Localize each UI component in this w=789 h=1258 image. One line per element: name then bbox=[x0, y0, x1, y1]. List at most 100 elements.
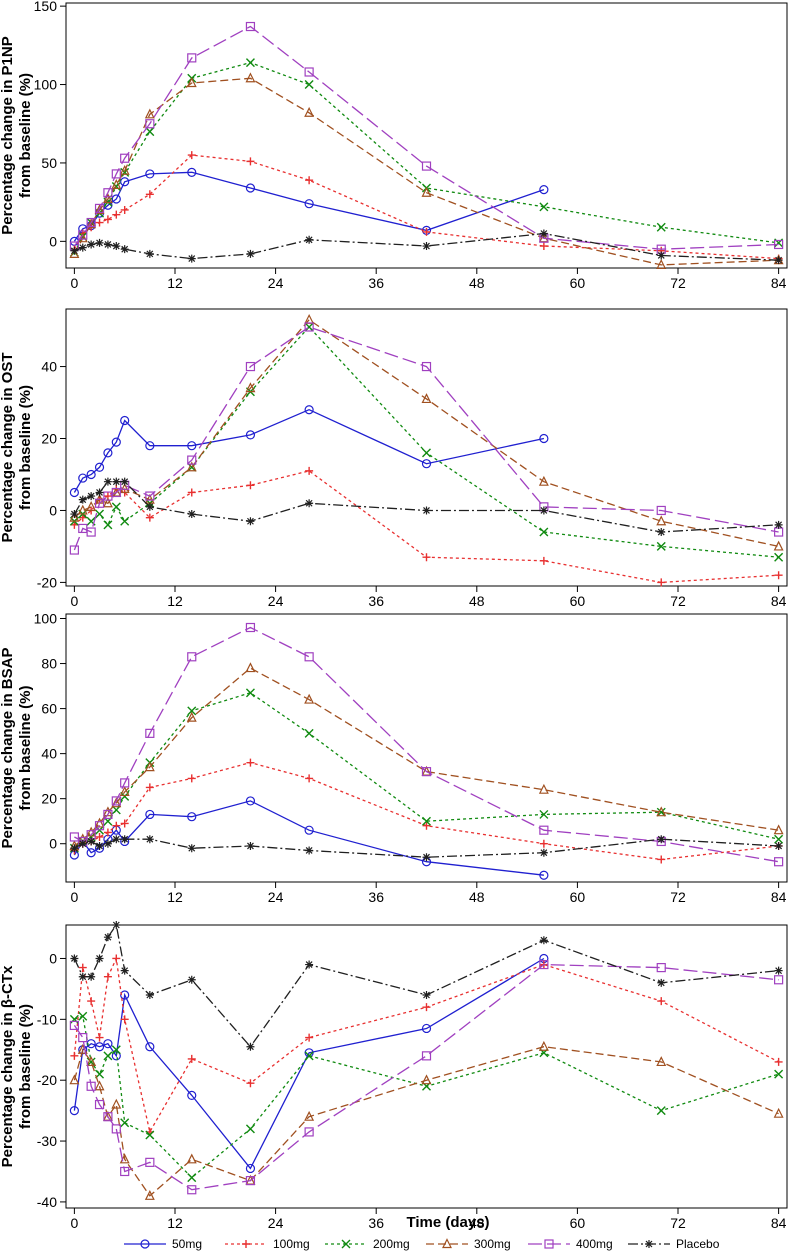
data-point bbox=[103, 240, 112, 249]
data-point bbox=[245, 796, 256, 806]
data-point bbox=[120, 477, 129, 486]
data-point bbox=[774, 520, 783, 529]
data-point bbox=[145, 513, 154, 522]
x-tick-label: 12 bbox=[167, 275, 183, 291]
data-point bbox=[245, 183, 256, 193]
data-point bbox=[656, 515, 667, 526]
data-point bbox=[94, 821, 105, 831]
data-point bbox=[304, 405, 314, 415]
data-point bbox=[246, 157, 255, 166]
data-point bbox=[421, 1051, 432, 1061]
data-point bbox=[112, 821, 121, 830]
data-point bbox=[422, 853, 431, 862]
panel-ost: -20 0 20 40 0 12 24 36 48 60 72 84 Percentage change… bbox=[0, 308, 788, 609]
y-tick-label: 150 bbox=[34, 0, 58, 14]
data-point bbox=[86, 501, 97, 511]
x-tick-label: 0 bbox=[70, 889, 78, 905]
legend-label: 300mg bbox=[474, 1237, 511, 1251]
x-tick-label: 84 bbox=[771, 1215, 787, 1231]
data-point bbox=[187, 1173, 197, 1183]
data-point bbox=[305, 774, 314, 783]
data-point bbox=[422, 448, 431, 458]
y-tick-label: -10 bbox=[37, 1011, 57, 1027]
data-point bbox=[187, 975, 196, 984]
plot-frame bbox=[65, 2, 788, 269]
data-point bbox=[78, 230, 88, 240]
data-point bbox=[120, 153, 130, 163]
x-tick-label: 60 bbox=[570, 1215, 586, 1231]
data-point bbox=[78, 972, 87, 981]
x-tick-label: 12 bbox=[167, 889, 183, 905]
data-point bbox=[305, 499, 314, 508]
y-axis-title: Percentage change in β-CTxfrom baseline … bbox=[0, 965, 34, 1167]
x-tick-label: 60 bbox=[570, 889, 586, 905]
x-tick-label: 48 bbox=[469, 275, 485, 291]
data-point bbox=[103, 1039, 113, 1049]
data-point bbox=[187, 706, 197, 716]
data-point bbox=[421, 767, 432, 777]
data-point bbox=[95, 1033, 104, 1042]
data-point bbox=[304, 728, 314, 738]
data-point bbox=[86, 217, 96, 228]
data-point bbox=[94, 203, 105, 214]
data-point bbox=[94, 204, 105, 215]
data-point bbox=[305, 1033, 314, 1042]
data-point bbox=[94, 817, 105, 828]
series-line bbox=[73, 1046, 779, 1197]
series-placebo bbox=[70, 229, 783, 265]
data-point bbox=[120, 1118, 130, 1128]
data-point bbox=[87, 492, 96, 501]
data-point bbox=[78, 495, 87, 504]
data-point bbox=[69, 511, 80, 522]
data-point bbox=[774, 975, 784, 985]
data-point bbox=[187, 455, 197, 465]
data-point bbox=[95, 841, 104, 850]
data-point bbox=[305, 176, 314, 185]
data-point bbox=[187, 1054, 196, 1063]
series-placebo bbox=[70, 921, 783, 1051]
data-point bbox=[422, 821, 431, 830]
data-point bbox=[111, 437, 121, 447]
y-tick-label: -30 bbox=[37, 1133, 57, 1149]
data-point bbox=[112, 835, 121, 844]
x-tick-label: 36 bbox=[368, 1215, 384, 1231]
y-tick-label: 60 bbox=[41, 701, 57, 717]
data-point bbox=[245, 361, 256, 372]
data-point bbox=[656, 222, 666, 232]
legend-marker bbox=[341, 1239, 351, 1249]
data-point bbox=[656, 259, 667, 269]
x-tick-label: 0 bbox=[70, 1215, 78, 1231]
data-point bbox=[78, 1011, 88, 1021]
data-point bbox=[94, 1080, 105, 1091]
data-point bbox=[539, 527, 549, 537]
data-point bbox=[539, 870, 549, 880]
data-point bbox=[69, 545, 79, 555]
x-tick-label: 84 bbox=[771, 889, 787, 905]
data-point bbox=[103, 520, 113, 530]
data-point bbox=[87, 972, 96, 981]
y-axis-title-line2: from baseline (%) bbox=[17, 385, 34, 510]
data-point bbox=[187, 151, 196, 160]
data-point bbox=[86, 1056, 97, 1067]
y-axis-title-line2: from baseline (%) bbox=[17, 73, 34, 198]
data-point bbox=[70, 1051, 79, 1060]
x-tick-label: 24 bbox=[268, 1215, 284, 1231]
data-point bbox=[421, 459, 432, 469]
series-50mg bbox=[69, 405, 549, 498]
series-placebo bbox=[70, 477, 783, 537]
x-tick-label: 36 bbox=[368, 275, 384, 291]
series-line bbox=[73, 481, 779, 533]
data-point bbox=[246, 481, 255, 490]
x-tick-label: 36 bbox=[368, 889, 384, 905]
data-point bbox=[245, 382, 256, 393]
series-400mg bbox=[69, 322, 784, 555]
x-tick-label: 60 bbox=[570, 593, 586, 609]
series-200mg bbox=[69, 322, 784, 562]
data-point bbox=[305, 466, 314, 475]
data-point bbox=[539, 959, 549, 970]
data-point bbox=[656, 1106, 666, 1116]
data-point bbox=[86, 1057, 96, 1067]
series-line bbox=[74, 626, 779, 863]
data-point bbox=[774, 1069, 784, 1079]
